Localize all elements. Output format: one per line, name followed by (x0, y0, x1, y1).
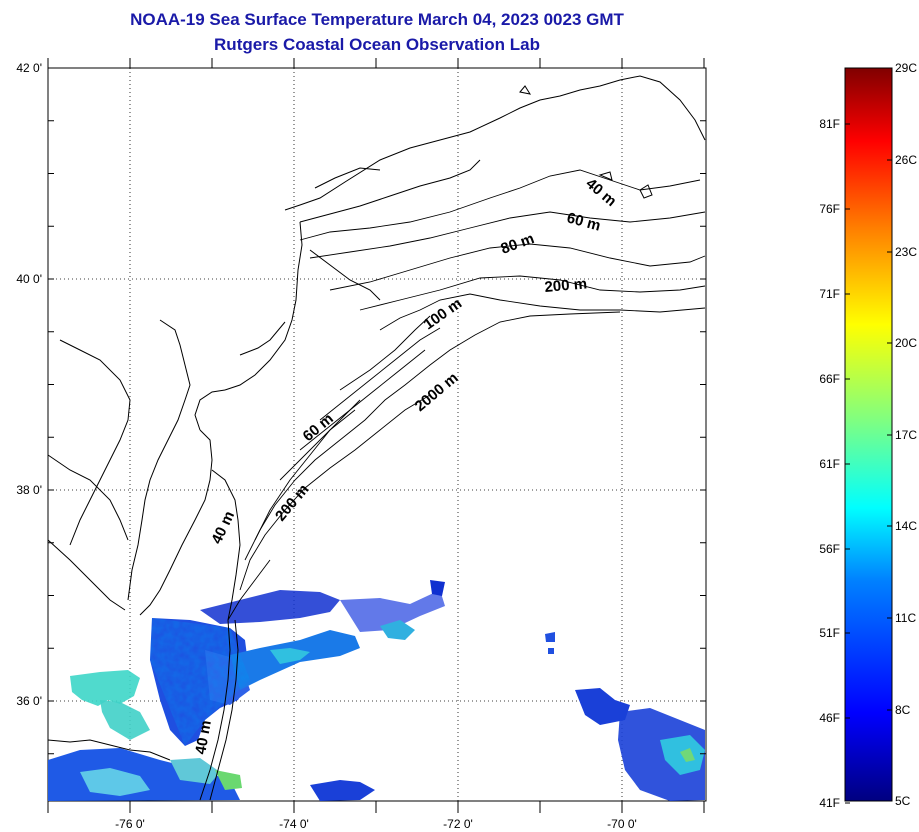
contour-label: 40 m (192, 719, 215, 756)
map-title: NOAA-19 Sea Surface Temperature March 04… (130, 10, 624, 29)
lat-label: 40 0' (16, 272, 42, 286)
colorbar-f-label: 76F (819, 202, 840, 216)
bathymetry-contours (227, 169, 706, 621)
lon-label: -72 0' (443, 817, 473, 831)
colorbar-c-label: 11C (895, 611, 916, 625)
colorbar-c-label: 14C (895, 519, 917, 533)
colorbar-c-label: 23C (895, 245, 917, 259)
contour-label: 200 m (544, 275, 588, 296)
colorbar-f-label: 41F (819, 796, 840, 810)
colorbar-f-label: 66F (819, 372, 840, 386)
colorbar: 81F 76F 71F 66F 61F 56F 51F 46F 41F 29C 26C 23C 20C 1… (819, 61, 917, 810)
lon-label: -74 0' (279, 817, 309, 831)
colorbar-gradient (844, 67, 893, 802)
colorbar-f-label: 81F (819, 117, 840, 131)
colorbar-c-label: 8C (895, 703, 911, 717)
colorbar-c-label: 26C (895, 153, 917, 167)
map-axes: 42 0' 40 0' 38 0' 36 0' -76 0' -74 0' -72 0' -7… (16, 58, 706, 831)
colorbar-f-label: 46F (819, 711, 840, 725)
colorbar-f-label: 61F (819, 457, 840, 471)
colorbar-f-label: 71F (819, 287, 840, 301)
colorbar-c-label: 5C (895, 794, 911, 808)
lon-label: -70 0' (607, 817, 637, 831)
map-subtitle: Rutgers Coastal Ocean Observation Lab (214, 35, 540, 54)
lat-label: 38 0' (16, 483, 42, 497)
colorbar-c-label: 17C (895, 428, 917, 442)
colorbar-f-label: 51F (819, 626, 840, 640)
colorbar-c-label: 29C (895, 61, 917, 75)
colorbar-f-label: 56F (819, 542, 840, 556)
sst-patches (48, 580, 705, 801)
lon-label: -76 0' (115, 817, 145, 831)
colorbar-c-label: 20C (895, 336, 917, 350)
lat-label: 42 0' (16, 61, 42, 75)
lat-label: 36 0' (16, 694, 42, 708)
coastline (47, 75, 706, 801)
